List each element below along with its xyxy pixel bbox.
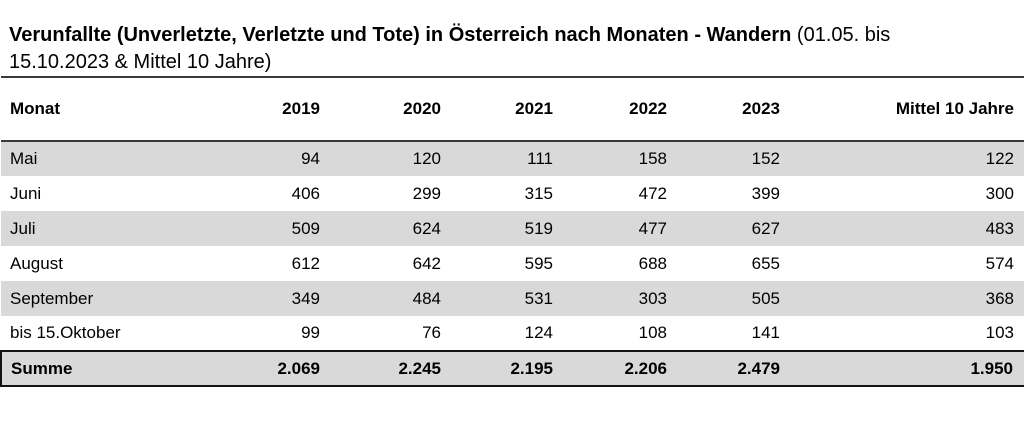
cell-2019: 406 — [291, 183, 320, 203]
table-header: Monat 2019 2020 2021 2022 2023 Mittel 10… — [1, 77, 1024, 142]
month-label: Juni — [10, 183, 42, 203]
cell-2021: 519 — [524, 218, 553, 238]
summe-2019: 2.069 — [201, 350, 320, 387]
cell-2022: 688 — [638, 253, 667, 273]
month-label: August — [10, 253, 63, 273]
summe-2022: 2.206 — [553, 350, 667, 387]
table-row-summe: Summe 2.069 2.245 2.195 2.206 2.479 1.95… — [0, 350, 1024, 387]
table-row-mai: Mai 94 120 111 158 152 122 — [1, 141, 1024, 176]
month-label: September — [10, 288, 94, 308]
cell-mittel: 483 — [985, 218, 1014, 238]
cell-2022: 477 — [638, 218, 667, 238]
col-header-2019: 2019 — [201, 77, 320, 142]
cell-2019: 509 — [291, 218, 320, 238]
page-title: Verunfallte (Unverletzte, Verletzte und … — [0, 0, 1024, 76]
cell-2020: 299 — [412, 183, 441, 203]
summe-label: Summe — [0, 350, 201, 387]
cell-mittel: 300 — [985, 183, 1014, 203]
cell-mittel: 574 — [985, 253, 1014, 273]
month-label: Mai — [10, 149, 38, 168]
cell-2023: 627 — [751, 218, 780, 238]
cell-2022: 303 — [638, 288, 667, 308]
cell-mittel: 368 — [985, 288, 1014, 308]
col-header-monat: Monat — [1, 77, 201, 142]
col-header-2023: 2023 — [667, 77, 780, 142]
cell-2021: 124 — [524, 323, 553, 342]
title-line2-text: 15.10.2023 & Mittel 10 Jahre) — [9, 51, 272, 73]
cell-mittel: 122 — [985, 149, 1014, 168]
cell-2023: 655 — [751, 253, 780, 273]
summe-2021: 2.195 — [441, 350, 553, 387]
cell-mittel: 103 — [985, 323, 1014, 342]
title-regular-text: (01.05. bis — [791, 24, 891, 46]
cell-2019: 349 — [291, 288, 320, 308]
cell-2022: 158 — [638, 149, 667, 168]
col-header-2021: 2021 — [441, 77, 553, 142]
cell-2020: 76 — [422, 323, 441, 342]
cell-2023: 141 — [751, 323, 780, 342]
cell-2019: 94 — [301, 149, 320, 168]
cell-2023: 152 — [751, 149, 780, 168]
cell-2022: 108 — [638, 323, 667, 342]
cell-2021: 595 — [524, 253, 553, 273]
cell-2020: 624 — [412, 218, 441, 238]
table-body: Mai 94 120 111 158 152 122 Juni 406 299 … — [0, 141, 1024, 387]
cell-2023: 399 — [751, 183, 780, 203]
month-label: Juli — [10, 218, 36, 238]
cell-2020: 484 — [412, 288, 441, 308]
header-row: Monat 2019 2020 2021 2022 2023 Mittel 10… — [1, 77, 1024, 142]
cell-2022: 472 — [638, 183, 667, 203]
table-row-august: August 612 642 595 688 655 574 — [1, 246, 1024, 281]
summe-mittel: 1.950 — [780, 350, 1024, 387]
summe-2020: 2.245 — [320, 350, 441, 387]
table-row-juli: Juli 509 624 519 477 627 483 — [1, 211, 1024, 246]
title-bold-text: Verunfallte (Unverletzte, Verletzte und … — [9, 24, 792, 46]
col-header-2022: 2022 — [553, 77, 667, 142]
cell-2021: 531 — [524, 288, 553, 308]
col-header-mittel: Mittel 10 Jahre — [780, 77, 1024, 142]
accidents-table: Monat 2019 2020 2021 2022 2023 Mittel 10… — [0, 76, 1024, 387]
table-row-september: September 349 484 531 303 505 368 — [1, 281, 1024, 316]
cell-2020: 120 — [412, 149, 441, 168]
cell-2020: 642 — [412, 253, 441, 273]
summe-2023: 2.479 — [667, 350, 780, 387]
cell-2019: 612 — [291, 253, 320, 273]
month-label: bis 15.Oktober — [10, 323, 121, 342]
cell-2021: 111 — [527, 149, 553, 168]
cell-2023: 505 — [751, 288, 780, 308]
cell-2021: 315 — [524, 183, 553, 203]
table-row-juni: Juni 406 299 315 472 399 300 — [1, 176, 1024, 211]
table-row-oktober: bis 15.Oktober 99 76 124 108 141 103 — [1, 316, 1024, 351]
col-header-2020: 2020 — [320, 77, 441, 142]
cell-2019: 99 — [301, 323, 320, 342]
